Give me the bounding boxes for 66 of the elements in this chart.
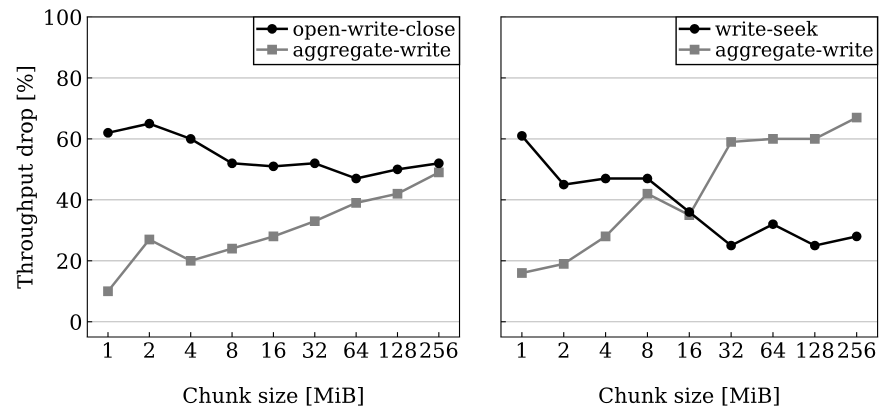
point bbox=[726, 240, 736, 250]
x-tick-label: 16 bbox=[678, 342, 702, 358]
point bbox=[103, 128, 113, 138]
point bbox=[144, 234, 154, 244]
x-tick-label: 32 bbox=[303, 342, 326, 358]
x-tick-label: 64 bbox=[344, 342, 368, 358]
point bbox=[810, 134, 820, 144]
x-tick-label: 2 bbox=[558, 342, 568, 358]
x-tick-label: 1 bbox=[104, 342, 112, 358]
y-tick-label: 80 bbox=[57, 70, 82, 86]
legend-label: aggregate-write bbox=[293, 42, 450, 61]
point bbox=[810, 240, 820, 250]
x-tick-label: 16 bbox=[262, 342, 286, 358]
point bbox=[186, 256, 196, 266]
x-tick-label: 32 bbox=[719, 342, 742, 358]
point bbox=[351, 198, 361, 208]
y-axis-title: Throughput drop [%] bbox=[16, 66, 38, 289]
point bbox=[642, 174, 652, 184]
legend-label: write-seek bbox=[715, 20, 818, 36]
x-tick-label: 4 bbox=[600, 342, 612, 358]
point bbox=[768, 219, 778, 230]
point bbox=[852, 232, 862, 242]
x-tick-label: 2 bbox=[144, 342, 154, 358]
point bbox=[642, 188, 652, 199]
point bbox=[227, 244, 237, 254]
x-tick-label: 256 bbox=[838, 342, 876, 358]
point bbox=[351, 174, 361, 184]
point bbox=[310, 216, 320, 226]
x-tick-label: 128 bbox=[797, 342, 834, 358]
x-tick-label: 64 bbox=[761, 342, 786, 358]
point bbox=[186, 134, 196, 144]
x-axis-title: Chunk size [MiB] bbox=[183, 387, 363, 406]
legend-label: open-write-close bbox=[293, 20, 455, 40]
point bbox=[600, 232, 610, 242]
point bbox=[103, 286, 113, 296]
legend-label: aggregate-write bbox=[716, 42, 873, 61]
x-tick-label: 8 bbox=[642, 342, 653, 358]
point bbox=[558, 258, 569, 269]
point bbox=[227, 158, 237, 168]
point bbox=[852, 112, 862, 122]
point bbox=[434, 168, 444, 178]
x-tick-label: 128 bbox=[380, 342, 416, 358]
x-tick-label: 8 bbox=[226, 342, 238, 358]
point bbox=[310, 158, 320, 168]
point bbox=[392, 188, 402, 199]
point bbox=[268, 161, 278, 172]
point bbox=[600, 174, 610, 184]
x-tick-label: 4 bbox=[184, 342, 196, 358]
y-tick-label: 40 bbox=[56, 192, 82, 208]
y-tick-label: 60 bbox=[57, 131, 82, 148]
point bbox=[684, 207, 694, 217]
x-tick-label: 256 bbox=[420, 342, 458, 358]
y-tick-label: 100 bbox=[45, 9, 82, 26]
point bbox=[434, 158, 444, 168]
y-tick-label: 20 bbox=[57, 253, 82, 270]
point bbox=[558, 180, 569, 190]
y-tick-label: 0 bbox=[70, 314, 82, 330]
x-axis-title: Chunk size [MiB] bbox=[599, 387, 779, 406]
point bbox=[392, 164, 402, 174]
point bbox=[144, 118, 154, 129]
point bbox=[517, 130, 527, 141]
point bbox=[517, 268, 527, 278]
point bbox=[726, 137, 736, 147]
point bbox=[268, 232, 278, 242]
x-tick-label: 1 bbox=[518, 342, 526, 358]
point bbox=[768, 134, 778, 144]
